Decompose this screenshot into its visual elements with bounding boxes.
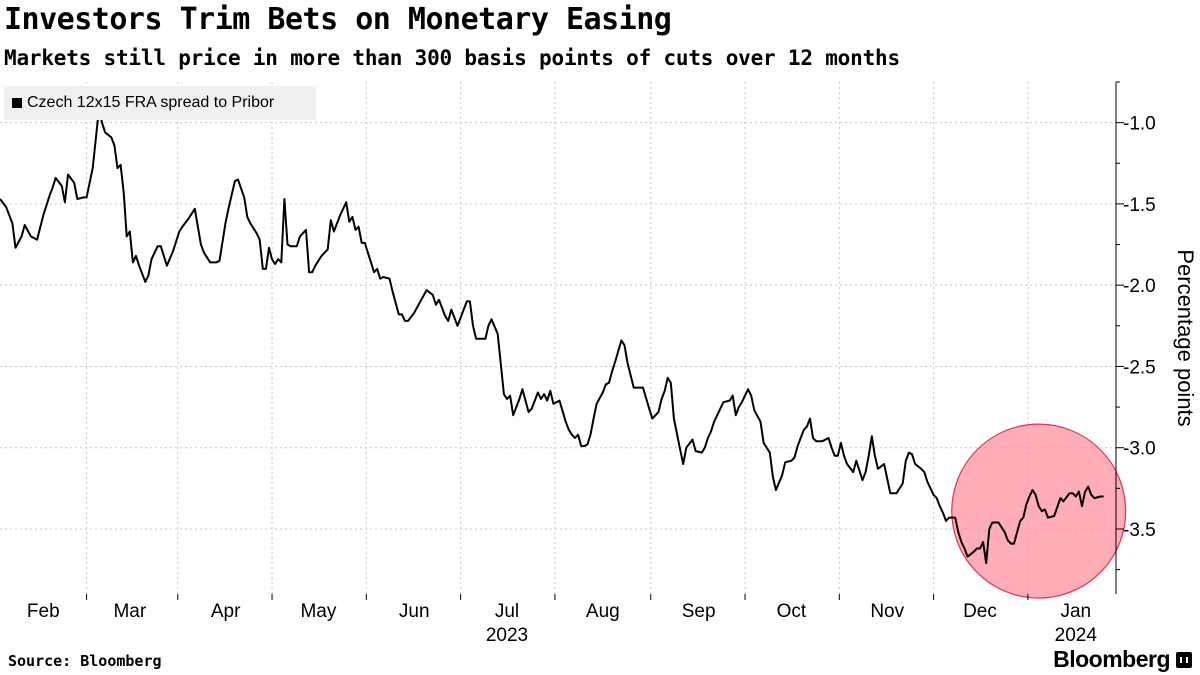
chart-subtitle: Markets still price in more than 300 bas… <box>4 46 900 70</box>
brand-logo: Bloomberg <box>1053 646 1170 672</box>
x-tick-label: Sep <box>682 601 716 622</box>
y-tick-label: -3.0 <box>1123 439 1156 460</box>
x-tick-label: Oct <box>777 601 807 622</box>
series-layer <box>0 108 1104 565</box>
series-line <box>0 108 1104 565</box>
source-note: Source: Bloomberg <box>8 652 162 670</box>
gridlines <box>0 82 1116 594</box>
x-tick-label: Jun <box>399 601 430 622</box>
x-tick-label: Feb <box>27 601 60 622</box>
x-year-label: 2023 <box>486 625 528 646</box>
y-tick-label: -2.0 <box>1123 276 1156 297</box>
legend-swatch <box>12 98 22 108</box>
legend-label: Czech 12x15 FRA spread to Pribor <box>27 94 275 111</box>
terminal-icon <box>1176 652 1192 668</box>
y-tick-label: -3.5 <box>1123 520 1156 541</box>
x-tick-label: Nov <box>870 601 904 622</box>
y-axis-label: Percentage points <box>1173 249 1198 426</box>
x-tick-label: Mar <box>113 601 146 622</box>
x-year-label: 2024 <box>1055 625 1098 646</box>
x-tick-label: Aug <box>586 601 620 622</box>
highlight-layer <box>951 423 1127 599</box>
x-tick-label: Dec <box>963 601 997 622</box>
legend: Czech 12x15 FRA spread to Pribor <box>4 86 316 120</box>
x-tick-label: Apr <box>211 601 241 622</box>
x-tick-label: Jan <box>1060 601 1091 622</box>
axes: -1.0 -1.5 -2.0 -2.5 -3.0 -3.5 Feb Mar Apr May Jun J… <box>27 81 1156 646</box>
y-tick-label: -2.5 <box>1123 357 1156 378</box>
y-tick-label: -1.5 <box>1123 195 1156 216</box>
y-tick-label: -1.0 <box>1123 114 1156 135</box>
highlight-circle <box>951 423 1127 599</box>
x-tick-label: Jul <box>495 601 519 622</box>
x-tick-label: May <box>300 601 336 622</box>
chart-title: Investors Trim Bets on Monetary Easing <box>4 2 672 37</box>
